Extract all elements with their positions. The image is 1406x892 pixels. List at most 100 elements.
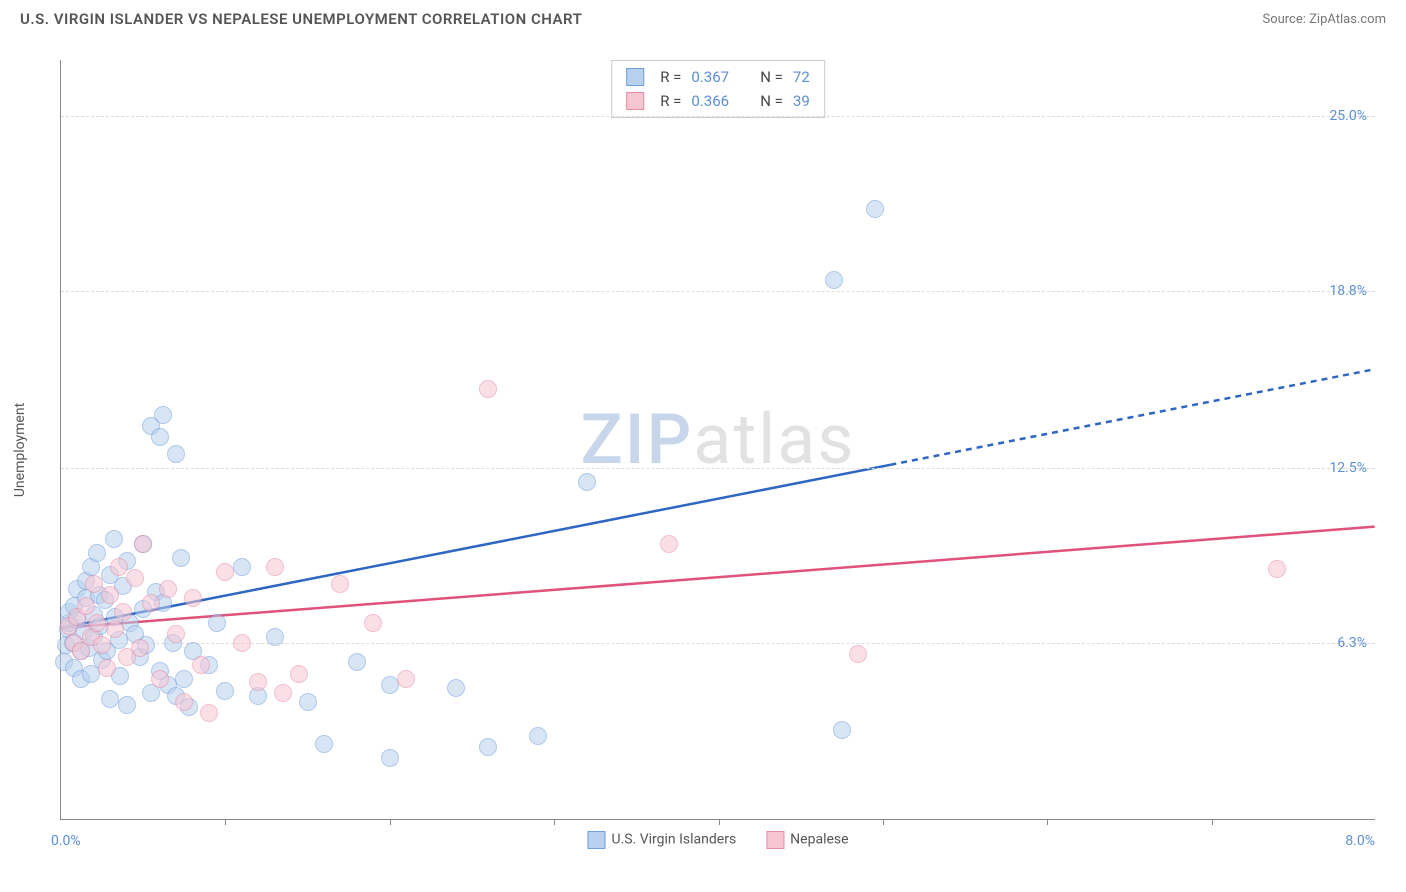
legend-swatch <box>626 92 644 110</box>
data-point <box>479 380 497 398</box>
y-tick-label: 12.5% <box>1329 460 1367 476</box>
data-point <box>172 549 190 567</box>
data-point <box>93 636 111 654</box>
y-tick-label: 18.8% <box>1329 283 1367 299</box>
series-legend-label: Nepalese <box>790 832 848 848</box>
data-point <box>151 428 169 446</box>
source-attribution: Source: ZipAtlas.com <box>1262 12 1386 27</box>
y-axis-label: Unemployment <box>12 403 28 497</box>
legend-r-value: 0.366 <box>691 89 729 113</box>
x-tick-mark <box>554 819 555 825</box>
chart-title: U.S. VIRGIN ISLANDER VS NEPALESE UNEMPLO… <box>20 10 582 28</box>
trend-lines-layer <box>61 60 1375 819</box>
data-point <box>381 749 399 767</box>
data-point <box>833 721 851 739</box>
data-point <box>249 673 267 691</box>
data-point <box>529 727 547 745</box>
legend-swatch <box>626 68 644 86</box>
y-tick-label: 6.3% <box>1337 635 1367 651</box>
gridline <box>61 643 1375 644</box>
data-point <box>364 614 382 632</box>
x-tick-mark <box>225 819 226 825</box>
data-point <box>299 693 317 711</box>
data-point <box>167 445 185 463</box>
gridline <box>61 468 1375 469</box>
data-point <box>98 659 116 677</box>
data-point <box>154 406 172 424</box>
series-legend-item: Nepalese <box>766 831 848 849</box>
chart-container: Unemployment ZIPatlas R = 0.367 N = 72R … <box>20 50 1386 850</box>
data-point <box>266 558 284 576</box>
data-point <box>167 625 185 643</box>
data-point <box>381 676 399 694</box>
data-point <box>126 569 144 587</box>
x-tick-mark <box>883 819 884 825</box>
data-point <box>315 735 333 753</box>
data-point <box>216 682 234 700</box>
source-prefix: Source: <box>1262 12 1309 27</box>
x-tick-mark <box>1212 819 1213 825</box>
legend-n-label: N = <box>760 89 783 113</box>
data-point <box>184 589 202 607</box>
legend-n-label: N = <box>760 65 783 89</box>
legend-row: R = 0.367 N = 72 <box>626 65 810 89</box>
data-point <box>106 620 124 638</box>
legend-r-label: R = <box>660 89 681 113</box>
gridline <box>61 291 1375 292</box>
data-point <box>77 597 95 615</box>
legend-swatch <box>766 831 784 849</box>
data-point <box>88 544 106 562</box>
data-point <box>331 575 349 593</box>
data-point <box>216 563 234 581</box>
data-point <box>131 639 149 657</box>
data-point <box>175 670 193 688</box>
y-tick-label: 25.0% <box>1329 108 1367 124</box>
legend-swatch <box>587 831 605 849</box>
data-point <box>479 738 497 756</box>
x-tick-mark <box>1047 819 1048 825</box>
data-point <box>578 473 596 491</box>
data-point <box>110 558 128 576</box>
data-point <box>825 271 843 289</box>
data-point <box>118 696 136 714</box>
data-point <box>142 594 160 612</box>
correlation-legend: R = 0.367 N = 72R = 0.366 N = 39 <box>611 60 825 118</box>
data-point <box>274 684 292 702</box>
trend-line <box>61 527 1374 628</box>
series-legend-label: U.S. Virgin Islanders <box>611 832 736 848</box>
data-point <box>266 628 284 646</box>
data-point <box>192 656 210 674</box>
data-point <box>447 679 465 697</box>
data-point <box>105 530 123 548</box>
data-point <box>397 670 415 688</box>
data-point <box>233 634 251 652</box>
data-point <box>866 200 884 218</box>
legend-row: R = 0.366 N = 39 <box>626 89 810 113</box>
data-point <box>233 558 251 576</box>
x-axis-max-label: 8.0% <box>1345 833 1375 849</box>
data-point <box>849 645 867 663</box>
data-point <box>175 693 193 711</box>
data-point <box>134 535 152 553</box>
legend-n-value: 72 <box>793 65 810 89</box>
trend-line-dashed <box>890 369 1374 465</box>
data-point <box>88 614 106 632</box>
data-point <box>101 586 119 604</box>
data-point <box>200 704 218 722</box>
data-point <box>290 665 308 683</box>
source-link[interactable]: ZipAtlas.com <box>1309 12 1386 27</box>
plot-area: ZIPatlas R = 0.367 N = 72R = 0.366 N = 3… <box>60 60 1375 820</box>
data-point <box>660 535 678 553</box>
x-tick-mark <box>390 819 391 825</box>
legend-n-value: 39 <box>793 89 810 113</box>
x-tick-mark <box>719 819 720 825</box>
data-point <box>151 670 169 688</box>
data-point <box>101 690 119 708</box>
gridline <box>61 116 1375 117</box>
series-legend: U.S. Virgin Islanders Nepalese <box>587 831 848 849</box>
data-point <box>348 653 366 671</box>
data-point <box>85 575 103 593</box>
legend-r-label: R = <box>660 65 681 89</box>
legend-r-value: 0.367 <box>691 65 729 89</box>
x-axis-min-label: 0.0% <box>51 833 81 849</box>
